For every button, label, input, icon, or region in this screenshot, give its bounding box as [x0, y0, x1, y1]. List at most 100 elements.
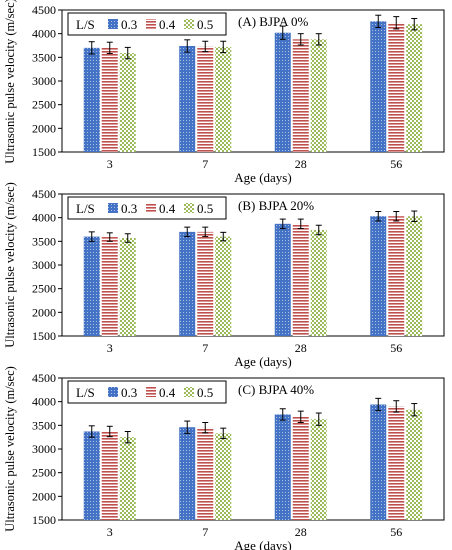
legend-swatch-s04 [146, 387, 156, 397]
bar-s04-28 [292, 416, 309, 520]
legend-swatch-s03 [108, 203, 118, 213]
legend-title: L/S [76, 385, 95, 400]
x-tick-label: 7 [202, 157, 208, 171]
y-tick-label: 4000 [32, 27, 56, 41]
bar-s04-28 [292, 39, 309, 153]
x-tick-label: 56 [390, 341, 402, 355]
legend-title: L/S [76, 17, 95, 32]
bar-s03-7 [179, 427, 196, 520]
legend-label-s03: 0.3 [121, 17, 137, 32]
panel-title: (C) BJPA 40% [238, 382, 314, 397]
bar-s05-56 [406, 216, 423, 336]
x-tick-label: 3 [107, 157, 113, 171]
legend-swatch-s05 [184, 203, 194, 213]
legend-swatch-s04 [146, 203, 156, 213]
bar-s05-3 [119, 437, 136, 520]
bar-s05-28 [310, 229, 327, 336]
y-tick-label: 3500 [32, 50, 56, 64]
bar-s04-3 [101, 237, 118, 336]
y-axis-label: Ultrasonic pulse velocity (m/sec) [3, 366, 17, 532]
y-tick-label: 3000 [32, 74, 56, 88]
x-tick-label: 28 [295, 525, 307, 539]
y-tick-label: 1500 [32, 145, 56, 159]
x-axis-label: Age (days) [234, 170, 291, 185]
legend-label-s05: 0.5 [197, 17, 213, 32]
y-tick-label: 3000 [32, 442, 56, 456]
y-tick-label: 1500 [32, 513, 56, 527]
charts-root: 1500 2000 2500 3000 3500 4000 4500 Ultrasonic p… [3, 0, 445, 550]
x-tick-label: 56 [390, 157, 402, 171]
bar-s04-28 [292, 223, 309, 336]
bar-s05-3 [119, 238, 136, 336]
y-tick-label: 3500 [32, 418, 56, 432]
bar-s03-56 [370, 216, 387, 336]
bar-s05-7 [215, 433, 232, 520]
x-tick-label: 7 [202, 341, 208, 355]
legend-swatch-s05 [184, 387, 194, 397]
legend-label-s04: 0.4 [159, 201, 176, 216]
bar-s05-56 [406, 24, 423, 153]
y-tick-label: 3000 [32, 258, 56, 272]
bar-s03-56 [370, 404, 387, 520]
bar-s04-3 [101, 431, 118, 520]
bar-s03-3 [83, 47, 100, 152]
legend-swatch-s03 [108, 19, 118, 29]
bar-s04-7 [197, 231, 214, 336]
x-tick-label: 7 [202, 525, 208, 539]
y-tick-label: 2000 [32, 305, 56, 319]
bar-s03-28 [274, 223, 291, 336]
y-tick-label: 2500 [32, 98, 56, 112]
panel-title: (B) BJPA 20% [238, 198, 314, 213]
bar-s04-7 [197, 427, 214, 520]
legend-label-s03: 0.3 [121, 201, 137, 216]
legend-label-s03: 0.3 [121, 385, 137, 400]
legend-label-s05: 0.5 [197, 385, 213, 400]
panel-title: (A) BJPA 0% [238, 14, 308, 29]
bar-s03-7 [179, 231, 196, 336]
bar-s03-28 [274, 414, 291, 520]
x-tick-label: 28 [295, 157, 307, 171]
x-axis-label: Age (days) [234, 354, 291, 369]
legend-swatch-s03 [108, 387, 118, 397]
x-tick-label: 56 [390, 525, 402, 539]
legend-label-s05: 0.5 [197, 201, 213, 216]
x-tick-label: 28 [295, 341, 307, 355]
bar-s05-7 [215, 236, 232, 336]
x-axis-label: Age (days) [234, 538, 291, 550]
y-axis-label: Ultrasonic pulse velocity (m/sec) [3, 182, 17, 348]
y-tick-label: 4000 [32, 395, 56, 409]
bar-s03-28 [274, 32, 291, 152]
legend-label-s04: 0.4 [159, 17, 176, 32]
bar-s04-7 [197, 46, 214, 152]
x-tick-label: 3 [107, 341, 113, 355]
y-tick-label: 2000 [32, 121, 56, 135]
y-axis-label: Ultrasonic pulse velocity (m/sec) [3, 0, 17, 164]
y-tick-label: 4500 [32, 3, 56, 17]
legend-title: L/S [76, 201, 95, 216]
bar-s03-56 [370, 21, 387, 152]
y-tick-label: 3500 [32, 234, 56, 248]
y-tick-label: 4000 [32, 211, 56, 225]
bar-s04-56 [388, 216, 405, 336]
bar-s03-7 [179, 45, 196, 153]
legend-swatch-s05 [184, 19, 194, 29]
y-tick-label: 4500 [32, 187, 56, 201]
chart-panel-1: 1500 2000 2500 3000 3500 4000 4500 Ultrasonic p… [3, 0, 445, 185]
legend-swatch-s04 [146, 19, 156, 29]
bar-s04-3 [101, 47, 118, 152]
x-tick-label: 3 [107, 525, 113, 539]
bar-s03-3 [83, 236, 100, 336]
bar-s04-56 [388, 22, 405, 153]
bar-s05-7 [215, 46, 232, 152]
y-tick-label: 4500 [32, 371, 56, 385]
chart-panel-2: 1500 2000 2500 3000 3500 4000 4500 Ultrasonic p… [3, 182, 445, 369]
y-tick-label: 2000 [32, 489, 56, 503]
bar-s05-28 [310, 419, 327, 520]
chart-panel-3: 1500 2000 2500 3000 3500 4000 4500 Ultrasonic p… [3, 366, 445, 550]
y-tick-label: 2500 [32, 282, 56, 296]
bar-s05-56 [406, 409, 423, 520]
bar-s05-28 [310, 39, 327, 153]
bar-s03-3 [83, 431, 100, 520]
bar-s05-3 [119, 53, 136, 152]
